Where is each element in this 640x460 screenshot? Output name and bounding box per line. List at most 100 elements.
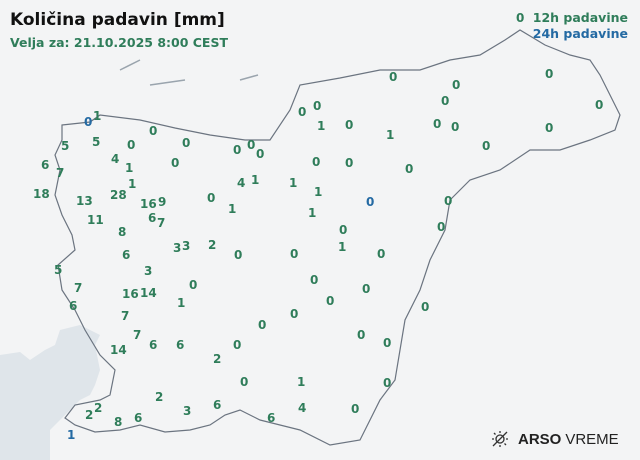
station-value-12h: 0 — [258, 318, 267, 332]
station-value-12h: 4 — [111, 152, 120, 166]
station-value-12h: 3 — [183, 404, 192, 418]
station-value-12h: 7 — [157, 216, 166, 230]
station-value-12h: 0 — [313, 99, 322, 113]
station-value-12h: 0 — [189, 278, 198, 292]
station-value-12h: 0 — [362, 282, 371, 296]
station-value-12h: 1 — [251, 173, 260, 187]
station-value-12h: 5 — [54, 263, 63, 277]
river — [119, 59, 259, 86]
station-value-12h: 1 — [386, 128, 395, 142]
station-value-12h: 3 — [182, 239, 191, 253]
station-value-12h: 1 — [125, 161, 134, 175]
station-value-12h: 0 — [433, 117, 442, 131]
station-value-12h: 0 — [312, 155, 321, 169]
station-value-12h: 0 — [290, 247, 299, 261]
station-value-12h: 6 — [267, 411, 276, 425]
station-value-12h: 0 — [310, 273, 319, 287]
station-value-12h: 1 — [177, 296, 186, 310]
station-value-12h: 0 — [452, 78, 461, 92]
station-value-12h: 1 — [317, 119, 326, 133]
logo-product: VREME — [565, 430, 619, 448]
slovenia-border — [54, 29, 621, 446]
legend: 12h padavine 24h padavine — [533, 10, 628, 42]
station-value-12h: 28 — [110, 188, 127, 202]
station-value-12h: 2 — [208, 238, 217, 252]
station-value-12h: 0 — [437, 220, 446, 234]
station-value-12h: 0 — [339, 223, 348, 237]
station-value-12h: 6 — [148, 211, 157, 225]
station-value-12h: 2 — [85, 408, 94, 422]
station-value-12h: 0 — [233, 338, 242, 352]
station-value-12h: 16 — [122, 287, 139, 301]
station-value-12h: 1 — [228, 202, 237, 216]
station-value-12h: 0 — [171, 156, 180, 170]
station-value-12h: 0 — [421, 300, 430, 314]
station-value-12h: 0 — [516, 11, 525, 25]
station-value-12h: 0 — [182, 136, 191, 150]
station-value-12h: 7 — [121, 309, 130, 323]
station-value-12h: 6 — [176, 338, 185, 352]
station-value-12h: 0 — [256, 147, 265, 161]
station-value-12h: 11 — [87, 213, 104, 227]
sun-weather-icon — [492, 431, 508, 447]
legend-24h: 24h padavine — [532, 26, 628, 41]
station-value-12h: 18 — [33, 187, 50, 201]
station-value-12h: 1 — [314, 185, 323, 199]
station-value-12h: 0 — [451, 120, 460, 134]
station-value-12h: 1 — [289, 176, 298, 190]
station-value-12h: 8 — [118, 225, 127, 239]
station-value-12h: 1 — [93, 109, 102, 123]
station-value-12h: 14 — [110, 343, 127, 357]
station-value-12h: 5 — [92, 135, 101, 149]
adriatic-sea — [0, 325, 100, 460]
station-value-12h: 4 — [298, 401, 307, 415]
legend-12h: 12h padavine — [532, 10, 628, 25]
station-value-12h: 0 — [444, 194, 453, 208]
station-value-12h: 0 — [149, 124, 158, 138]
station-value-12h: 0 — [441, 94, 450, 108]
station-value-12h: 16 — [140, 197, 157, 211]
station-value-12h: 7 — [56, 166, 65, 180]
station-value-12h: 0 — [389, 70, 398, 84]
station-value-12h: 2 — [213, 352, 222, 366]
map-title: Količina padavin [mm] — [10, 10, 225, 30]
station-value-24h: 1 — [67, 428, 76, 442]
logo-brand: ARSO — [518, 430, 562, 448]
station-value-12h: 0 — [233, 143, 242, 157]
station-value-12h: 9 — [158, 195, 167, 209]
station-value-12h: 6 — [41, 158, 50, 172]
station-value-12h: 0 — [383, 376, 392, 390]
arso-logo: ARSO VREME — [490, 430, 619, 448]
station-value-12h: 1 — [338, 240, 347, 254]
station-value-12h: 0 — [377, 247, 386, 261]
station-value-12h: 1 — [308, 206, 317, 220]
station-value-12h: 0 — [595, 98, 604, 112]
station-value-12h: 0 — [383, 336, 392, 350]
station-value-12h: 6 — [149, 338, 158, 352]
station-value-12h: 1 — [128, 177, 137, 191]
valid-time: Velja za: 21.10.2025 8:00 CEST — [10, 35, 228, 50]
station-value-12h: 0 — [326, 294, 335, 308]
station-value-12h: 0 — [357, 328, 366, 342]
station-value-12h: 7 — [74, 281, 83, 295]
station-value-12h: 4 — [237, 176, 246, 190]
station-value-12h: 0 — [127, 138, 136, 152]
station-value-12h: 0 — [345, 156, 354, 170]
station-value-12h: 0 — [545, 67, 554, 81]
station-value-12h: 6 — [213, 398, 222, 412]
station-value-12h: 6 — [134, 411, 143, 425]
station-value-24h: 0 — [84, 115, 93, 129]
station-value-12h: 1 — [297, 375, 306, 389]
station-value-12h: 3 — [144, 264, 153, 278]
station-value-12h: 0 — [240, 375, 249, 389]
station-value-12h: 6 — [122, 248, 131, 262]
station-value-12h: 7 — [133, 328, 142, 342]
station-value-12h: 0 — [405, 162, 414, 176]
station-value-12h: 0 — [545, 121, 554, 135]
station-value-12h: 8 — [114, 415, 123, 429]
station-value-12h: 0 — [207, 191, 216, 205]
station-value-12h: 0 — [247, 138, 256, 152]
station-value-12h: 0 — [345, 118, 354, 132]
station-value-12h: 0 — [290, 307, 299, 321]
